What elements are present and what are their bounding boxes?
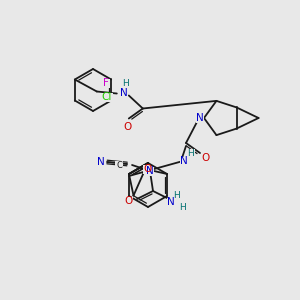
- FancyBboxPatch shape: [125, 196, 133, 206]
- Text: H: H: [180, 202, 186, 211]
- FancyBboxPatch shape: [124, 122, 132, 131]
- FancyBboxPatch shape: [146, 167, 154, 176]
- Text: O: O: [124, 122, 132, 131]
- Text: N: N: [180, 156, 188, 166]
- FancyBboxPatch shape: [187, 148, 195, 158]
- Text: H: H: [122, 79, 129, 88]
- Text: N: N: [196, 113, 204, 123]
- Text: N: N: [97, 157, 105, 167]
- Text: N: N: [146, 166, 154, 176]
- FancyBboxPatch shape: [167, 197, 175, 206]
- Text: O: O: [143, 164, 151, 174]
- FancyBboxPatch shape: [143, 164, 151, 173]
- Text: N: N: [167, 197, 175, 207]
- FancyBboxPatch shape: [201, 154, 209, 163]
- FancyBboxPatch shape: [97, 158, 105, 166]
- Text: N: N: [120, 88, 128, 98]
- FancyBboxPatch shape: [180, 157, 188, 166]
- FancyBboxPatch shape: [122, 79, 130, 88]
- Text: O: O: [201, 153, 209, 163]
- Text: Cl: Cl: [101, 92, 111, 103]
- Text: C: C: [116, 160, 122, 169]
- FancyBboxPatch shape: [120, 89, 127, 98]
- FancyBboxPatch shape: [115, 160, 123, 169]
- FancyBboxPatch shape: [102, 79, 110, 88]
- FancyBboxPatch shape: [196, 113, 204, 122]
- Text: H: H: [188, 148, 194, 158]
- Text: F: F: [103, 79, 109, 88]
- FancyBboxPatch shape: [179, 202, 187, 211]
- Text: O: O: [125, 196, 133, 206]
- Text: H: H: [174, 190, 180, 200]
- FancyBboxPatch shape: [173, 190, 181, 200]
- FancyBboxPatch shape: [100, 93, 113, 102]
